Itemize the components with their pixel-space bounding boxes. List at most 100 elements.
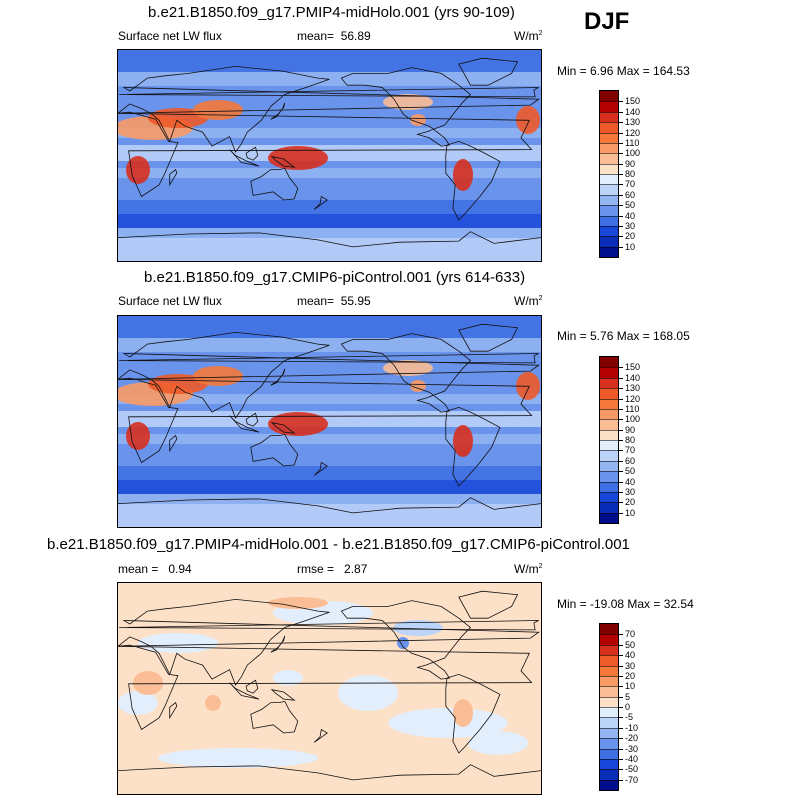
panel2-map (117, 315, 542, 528)
field-band (118, 480, 541, 494)
colorbar-tick-mark (619, 717, 623, 719)
colorbar-tick-label: -10 (625, 722, 639, 733)
field-blob (268, 412, 328, 436)
panel3-units-sup: 2 (538, 563, 543, 570)
coastline-borneo (245, 146, 259, 161)
panel2-mean: mean= 55.95 (297, 294, 371, 308)
colorbar-tick-mark (619, 215, 623, 217)
coastline-madagascar (169, 701, 178, 720)
colorbar-tick-mark (619, 440, 623, 441)
colorbar-tick-mark (619, 665, 623, 667)
colorbar-tick-label: 110 (625, 137, 640, 148)
colorbar-segment (600, 440, 618, 451)
colorbar-segment (600, 91, 618, 102)
panel3-colorbar (599, 623, 619, 791)
coastline-antarctica (118, 497, 541, 514)
panel1-units-base: W/m (514, 29, 539, 43)
field-band (118, 238, 541, 261)
colorbar-segment (600, 184, 618, 195)
field-blob (268, 146, 328, 170)
colorbar-segment (600, 738, 618, 749)
colorbar-tick-label: 10 (625, 681, 636, 692)
coastline-namerica (340, 600, 472, 680)
colorbar-tick-mark (619, 205, 623, 207)
coastline-indonesia (229, 682, 260, 700)
coastline-indonesia (229, 415, 260, 433)
colorbar-tick-mark (619, 481, 623, 483)
colorbar-tick-label: 5 (625, 691, 631, 702)
colorbar-tick-label: 20 (625, 231, 636, 242)
colorbar-segment (600, 460, 618, 472)
colorbar-tick-mark (619, 738, 623, 740)
coastline-nz (313, 195, 328, 210)
colorbar-segment (600, 122, 618, 133)
colorbar-tick-mark (619, 419, 623, 421)
coastline-samerica (445, 673, 501, 754)
coastline-nz (313, 461, 328, 476)
colorbar-segment (600, 675, 618, 687)
panel2-units-base: W/m (514, 294, 539, 308)
field-blob (118, 691, 158, 715)
panel3-rmse: rmse = 2.87 (297, 562, 367, 576)
colorbar-tick-mark (619, 450, 623, 452)
panel1-units-sup: 2 (538, 30, 543, 37)
colorbar-tick-mark (619, 429, 623, 431)
colorbar-tick-label: 100 (625, 148, 641, 159)
field-band (118, 494, 541, 504)
colorbar-tick-label: 70 (625, 629, 636, 640)
coastline-eurasia (118, 331, 540, 419)
colorbar-tick-mark (619, 236, 623, 238)
coastline-greenland (458, 590, 519, 619)
colorbar-tick-mark (619, 163, 623, 165)
colorbar-tick-label: 30 (625, 220, 636, 231)
coastline-japan (270, 368, 286, 386)
colorbar-tick-label: 100 (625, 414, 641, 425)
colorbar-tick-mark (619, 225, 623, 227)
coastline-madagascar (169, 168, 178, 187)
field-band (118, 394, 541, 404)
coastline-newguinea (270, 156, 296, 168)
colorbar-tick-mark (619, 769, 623, 771)
coastline-greenland (458, 323, 519, 352)
colorbar-segment (600, 634, 618, 645)
panel2-mean-value: 55.95 (340, 294, 371, 308)
panel1-map-svg (118, 50, 541, 261)
colorbar-segment (600, 377, 618, 389)
field-band (118, 411, 541, 427)
panel3-mean: mean = 0.94 (118, 562, 192, 576)
field-blob (193, 366, 243, 386)
colorbar-tick-mark (619, 377, 623, 379)
field-blob (273, 670, 303, 686)
field-blob (158, 748, 318, 768)
colorbar-segment (600, 205, 618, 216)
colorbar-segment (600, 471, 618, 482)
colorbar-segment (600, 388, 618, 399)
colorbar-tick-mark (619, 460, 623, 462)
colorbar-segment (600, 624, 618, 635)
field-band (118, 168, 541, 178)
panel2-variable: Surface net LW flux (118, 294, 222, 308)
colorbar-tick-mark (619, 491, 623, 493)
colorbar-tick-mark (619, 367, 623, 369)
colorbar-segment (600, 512, 618, 523)
colorbar-tick-label: 150 (625, 96, 641, 107)
panel1-mean-value: 56.89 (340, 29, 371, 43)
colorbar-tick-label: -30 (625, 743, 639, 754)
field-band (118, 434, 541, 444)
colorbar-tick-label: 20 (625, 670, 636, 681)
colorbar-segment (600, 727, 618, 739)
field-blob (453, 159, 473, 191)
colorbar-tick-mark (619, 408, 623, 410)
colorbar-tick-mark (619, 727, 623, 729)
panel3-map-svg (118, 583, 541, 794)
colorbar-tick-label: 50 (625, 639, 636, 650)
field-blob (388, 708, 508, 738)
field-blob (383, 360, 433, 376)
panel1-title: b.e21.B1850.f09_g17.PMIP4-midHolo.001 (y… (148, 4, 515, 21)
season-label: DJF (584, 8, 630, 35)
coastline-borneo (245, 679, 259, 694)
panel2-mean-label: mean= (297, 294, 335, 308)
colorbar-segment (600, 357, 618, 368)
colorbar-segment (600, 236, 618, 247)
colorbar-segment (600, 194, 618, 206)
